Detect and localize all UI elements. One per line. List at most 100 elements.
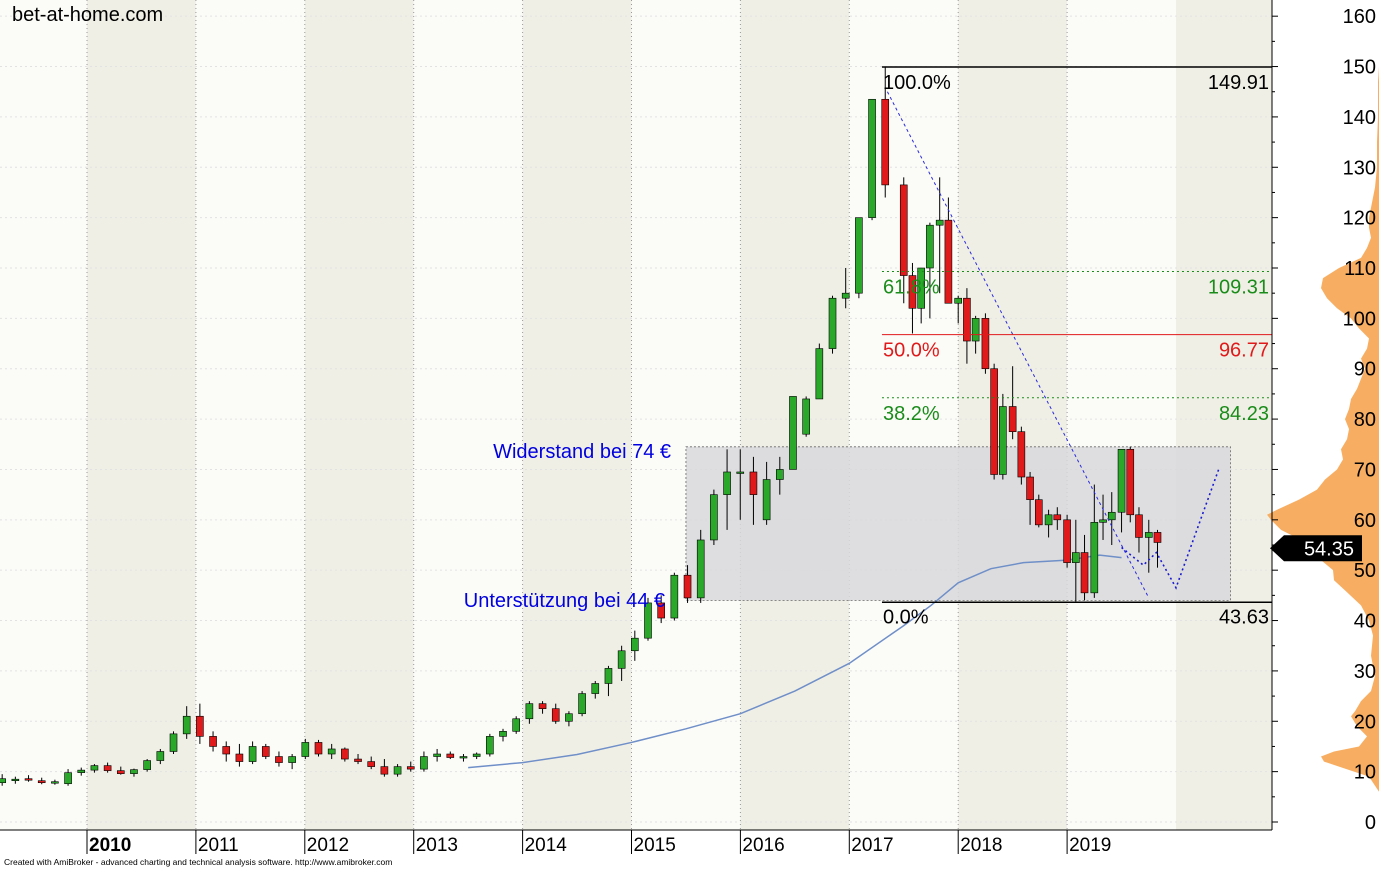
candle — [1126, 446, 1135, 523]
candle-body — [169, 733, 178, 752]
y-tick-label: 30 — [1354, 661, 1376, 683]
candle — [565, 711, 573, 727]
y-tick-label: 140 — [1343, 107, 1376, 129]
candle-body — [631, 637, 639, 652]
year-band — [87, 0, 196, 830]
candle-body — [1017, 431, 1026, 478]
candle — [103, 762, 112, 773]
fib-value-label: 43.63 — [1219, 606, 1269, 628]
candle-body — [0, 778, 6, 784]
candle — [512, 716, 520, 734]
candle-body — [77, 769, 86, 773]
candle — [999, 393, 1007, 480]
projection-path — [1121, 466, 1221, 590]
candle-body — [815, 348, 824, 400]
candle — [1072, 519, 1080, 602]
candle-body — [209, 736, 217, 747]
candle-body — [301, 742, 310, 757]
candle — [1144, 519, 1153, 573]
candle-body — [512, 718, 520, 732]
candle-body — [657, 602, 665, 619]
candle-body — [354, 758, 362, 762]
candle-body — [565, 713, 573, 722]
candle-body — [275, 756, 283, 763]
moving-average-line — [468, 554, 1122, 769]
candle-body — [1063, 519, 1071, 563]
candle-body — [1099, 519, 1107, 523]
candle — [472, 752, 481, 760]
y-tick-label: 110 — [1344, 258, 1376, 280]
candle — [926, 222, 934, 319]
fibonacci-levels: 100.0% 149.91 61.8% 109.31 50.0% 96.77 38.2% 84… — [881, 66, 1272, 628]
candle — [736, 449, 745, 520]
candle — [275, 751, 283, 767]
candle-body — [999, 406, 1007, 475]
year-band — [849, 0, 959, 830]
candle-body — [288, 756, 296, 763]
x-tick-label: 2018 — [960, 835, 1002, 856]
y-axis: 0 10 20 30 40 50 60 70 80 90 100 110 120 130 140 150 160 — [1271, 0, 1376, 834]
candle — [1080, 534, 1089, 601]
candle-body — [90, 765, 99, 771]
candle — [789, 396, 797, 470]
candle — [327, 743, 336, 760]
candle — [209, 731, 217, 752]
candle-body — [446, 753, 455, 758]
candle-body — [37, 780, 46, 784]
candle-body — [327, 748, 336, 755]
candle — [963, 288, 971, 364]
candle — [446, 751, 455, 760]
candle — [11, 776, 20, 784]
candle-body — [670, 574, 679, 619]
year-band — [304, 0, 414, 830]
y-tick-label: 10 — [1354, 762, 1376, 784]
candle — [1135, 507, 1143, 553]
y-tick-label: 90 — [1354, 359, 1376, 381]
candle-body — [1044, 514, 1053, 526]
candle-body — [617, 650, 626, 669]
candle — [64, 769, 72, 786]
candle-body — [723, 471, 731, 495]
candle — [169, 731, 178, 755]
candle — [990, 363, 998, 480]
candle — [710, 489, 718, 546]
candle-body — [156, 751, 165, 761]
x-tick-label: 2016 — [742, 835, 784, 856]
candle — [341, 747, 349, 762]
candle-body — [499, 731, 507, 737]
candle-body — [1072, 552, 1080, 563]
candle — [406, 761, 415, 772]
candle-body — [1144, 532, 1153, 538]
candle-body — [1153, 532, 1162, 543]
candle-body — [1126, 449, 1135, 516]
candle-body — [51, 781, 59, 784]
candle — [420, 751, 428, 772]
year-band — [631, 0, 741, 830]
candle-body — [525, 703, 534, 720]
candle — [551, 703, 560, 724]
year-band — [413, 0, 523, 830]
y-tick-label: 40 — [1354, 611, 1376, 633]
candle-body — [828, 297, 837, 349]
candle — [917, 267, 925, 324]
candle — [367, 756, 376, 770]
candle — [1117, 449, 1126, 533]
x-tick-label: 2012 — [307, 835, 349, 856]
fib-percent-label: 100.0% — [883, 72, 951, 94]
candle-body — [116, 770, 125, 774]
candle — [0, 774, 6, 786]
candle-body — [868, 98, 876, 218]
fib-percent-label: 0.0% — [883, 606, 929, 628]
candle-body — [926, 224, 934, 269]
candle — [222, 741, 231, 762]
candle-body — [990, 368, 998, 475]
resistance-annotation: Widerstand bei 74 € — [493, 441, 671, 463]
y-tick-label: 120 — [1343, 208, 1376, 230]
x-tick-label: 2014 — [525, 835, 568, 856]
candle — [486, 733, 494, 757]
x-axis: 2010 2011 2012 2013 2014 2015 2016 2017 2018 2019 — [0, 829, 1272, 856]
candle — [841, 268, 850, 309]
candle-body — [24, 778, 33, 781]
candle-body — [935, 219, 944, 226]
